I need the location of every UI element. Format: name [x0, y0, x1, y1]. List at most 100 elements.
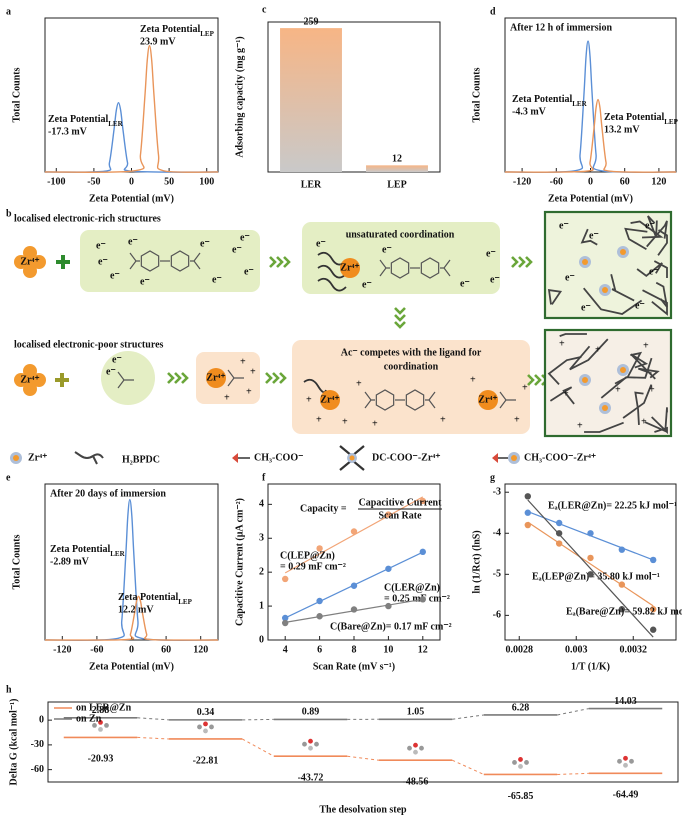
distribution-curve — [44, 45, 219, 173]
plus-sign — [55, 373, 69, 387]
data-point — [419, 548, 426, 556]
x-tick-label: LEP — [387, 179, 406, 190]
y-axis-label: Delta G (kcal mol⁻¹) — [8, 699, 19, 786]
y-tick-label: -3 — [493, 487, 501, 498]
electron-label: e⁻ — [98, 256, 108, 267]
level-value-label: 0.89 — [302, 707, 320, 718]
box-title: unsaturated coordination — [346, 229, 455, 240]
zr-node-core — [582, 259, 588, 265]
legend-acetate-head — [492, 453, 498, 463]
y-tick-label: -6 — [493, 610, 501, 621]
zr-ion — [340, 258, 360, 278]
plot-frame — [47, 701, 679, 783]
zr-node-core — [620, 249, 626, 255]
electron-label: e⁻ — [96, 240, 106, 251]
x-tick-label: 120 — [193, 644, 208, 655]
annotation: C(LER@Zn) — [384, 582, 440, 593]
x-tick-label: 6 — [317, 644, 322, 655]
y-tick-label: 3 — [259, 533, 264, 544]
molecule-icon — [197, 721, 214, 734]
zr-label: Zr⁴⁺ — [340, 262, 359, 273]
charge-label: + — [595, 344, 601, 355]
level-connector — [137, 736, 169, 740]
plus-sign — [56, 255, 70, 269]
benzene-ring — [405, 389, 425, 411]
data-point — [524, 521, 531, 529]
level-value-label: -48.56 — [403, 776, 429, 787]
level-value-label: 1.05 — [407, 707, 425, 718]
atom — [209, 724, 214, 730]
panel-label: e — [6, 472, 11, 483]
charge-label: + — [246, 386, 252, 397]
acetate-circle — [101, 351, 155, 405]
panel-label: f — [262, 472, 266, 483]
carboxyl — [190, 252, 201, 270]
electron-label: e⁻ — [559, 220, 569, 231]
arrow-chevron — [394, 314, 406, 322]
atom — [314, 741, 319, 747]
annotation-value: -2.89 mV — [50, 556, 90, 567]
polymer-strand — [638, 367, 660, 379]
arrow-chevron — [174, 372, 182, 384]
annotation: Zeta PotentialLER — [48, 114, 124, 127]
annotation: = 0.29 mF cm⁻² — [280, 561, 346, 572]
box-title: coordination — [384, 361, 439, 372]
electron-label: e⁻ — [140, 276, 150, 287]
carboxyl — [425, 391, 436, 409]
acetate — [117, 371, 134, 389]
y-axis-label: Total Counts — [471, 67, 482, 122]
annotation-value: 12.2 mV — [118, 604, 154, 615]
annotation: Zeta PotentialLER — [512, 94, 588, 107]
electron-label: e⁻ — [240, 232, 250, 243]
electron-label: e⁻ — [112, 354, 122, 365]
y-tick-label: -5 — [493, 569, 501, 580]
fit-line — [527, 499, 654, 638]
atom — [617, 758, 622, 764]
data-point — [524, 509, 531, 516]
annotation: C(Bare@Zn)= 0.17 mF cm⁻² — [330, 621, 452, 632]
acetate-zr-box — [196, 352, 260, 404]
annotation: Zeta PotentialLEP — [604, 112, 679, 125]
data-point — [419, 497, 426, 505]
y-axis-label: Total Counts — [11, 67, 22, 122]
arrow-chevron — [525, 256, 533, 268]
annotation: C(LEP@Zn) — [280, 550, 335, 561]
electron-label: e⁻ — [565, 272, 575, 283]
charge-label: + — [470, 374, 476, 385]
data-point — [524, 493, 531, 500]
x-tick-label: 0.0032 — [620, 644, 648, 655]
text-part: Zeta Potential — [50, 544, 110, 555]
electron-label: e⁻ — [232, 244, 242, 255]
panel-label: a — [6, 6, 11, 17]
fit-line — [284, 496, 424, 574]
bar-value-label: 259 — [304, 16, 319, 27]
arrow-chevron — [511, 256, 519, 268]
text-part: Zeta Potential — [604, 112, 664, 123]
plot-frame — [44, 17, 219, 173]
carboxyl — [364, 391, 375, 409]
level-connector — [137, 717, 169, 721]
x-axis-label: The desolvation step — [319, 804, 407, 815]
atom — [518, 764, 523, 769]
zr-cluster: Zr⁴⁺ — [14, 246, 46, 278]
x-axis-label: Zeta Potential (mV) — [548, 193, 633, 204]
polymer-strand — [569, 338, 609, 371]
text-part: Zeta Potential — [48, 114, 108, 125]
data-point — [587, 554, 594, 562]
atom — [407, 745, 412, 751]
atom — [419, 745, 424, 751]
polymer-strand — [655, 281, 668, 308]
distribution-curve — [44, 498, 219, 642]
plot-frame — [504, 483, 677, 641]
legend-label: on Zn — [76, 713, 102, 724]
text-part: LER — [108, 120, 123, 128]
level-value-label: -64.49 — [613, 790, 639, 801]
panel-title: After 12 h of immersion — [510, 22, 612, 33]
carboxyl — [440, 259, 451, 277]
zr-label: Zr⁴⁺ — [20, 374, 39, 385]
atom — [203, 721, 208, 727]
electron-label: e⁻ — [645, 220, 655, 231]
annotation-value: 23.9 mV — [140, 36, 176, 47]
arrow-chevron — [181, 372, 189, 384]
data-point — [350, 528, 358, 535]
